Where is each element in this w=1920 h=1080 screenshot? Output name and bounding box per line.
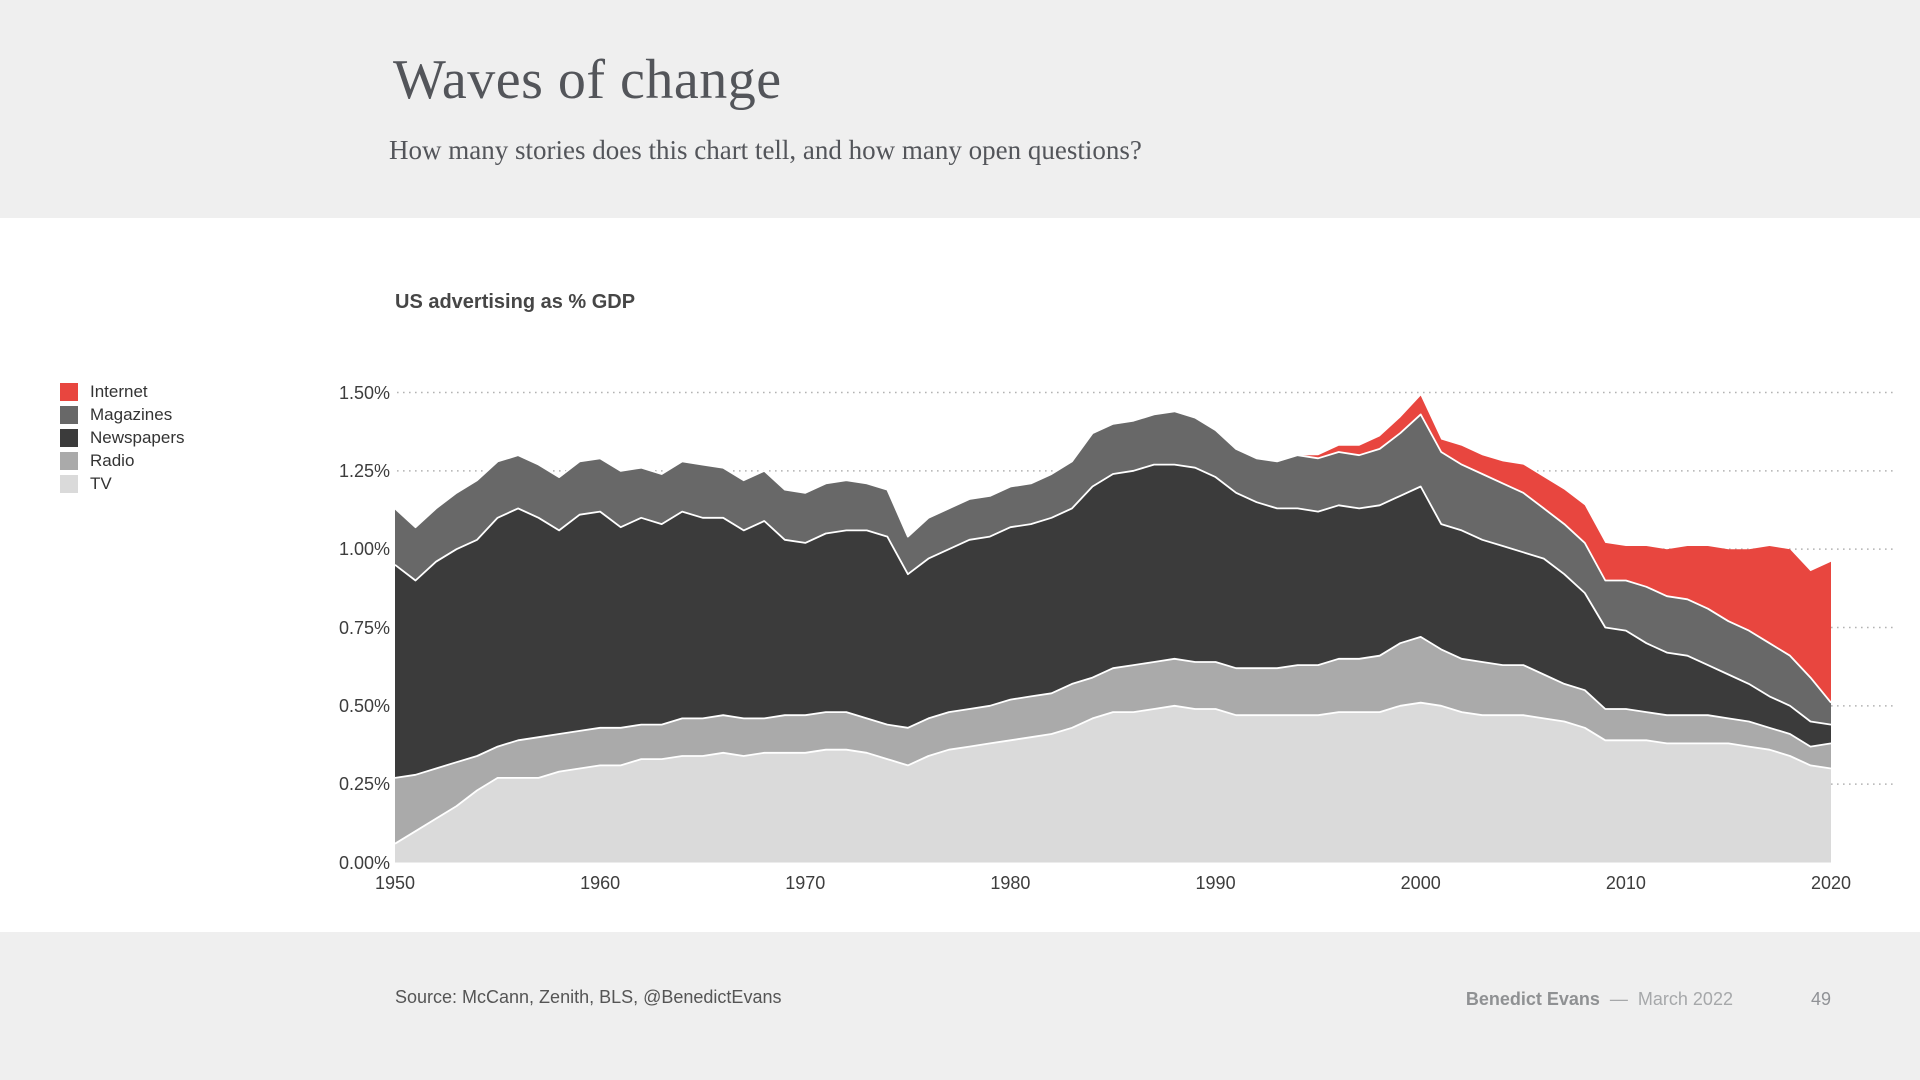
- legend-swatch-radio: [60, 452, 78, 470]
- area-tv: [395, 702, 1831, 863]
- x-axis-label-1980: 1980: [990, 873, 1031, 893]
- legend-label-newspapers: Newspapers: [90, 428, 185, 447]
- page-number: 49: [1810, 989, 1831, 1009]
- legend-item-newspapers: Newspapers: [60, 429, 185, 447]
- y-axis-label-1.50%: 1.50%: [338, 382, 390, 403]
- footer-date: March 2022: [1637, 989, 1733, 1009]
- legend-swatch-newspapers: [60, 429, 78, 447]
- footer-separator: —: [1609, 989, 1628, 1009]
- boundary-magazines: [394, 410, 1832, 704]
- boundary-tv: [394, 701, 1832, 845]
- y-axis-label-0.00%: 0.00%: [338, 852, 390, 873]
- legend-item-internet: Internet: [60, 383, 185, 401]
- legend-label-magazines: Magazines: [90, 405, 173, 424]
- y-axis-label-1.25%: 1.25%: [338, 460, 390, 481]
- legend-item-magazines: Magazines: [60, 406, 185, 424]
- legend-swatch-magazines: [60, 406, 78, 424]
- legend-label-tv: TV: [90, 474, 112, 493]
- legend-label-radio: Radio: [90, 451, 135, 470]
- footer-author: Benedict Evans: [1465, 989, 1600, 1009]
- chart-legend: Internet Magazines Newspapers Radio TV: [60, 383, 185, 498]
- x-axis-label-1990: 1990: [1195, 873, 1236, 893]
- x-axis-label-2000: 2000: [1400, 873, 1441, 893]
- area-radio: [395, 636, 1831, 844]
- legend-swatch-tv: [60, 475, 78, 493]
- x-axis-label-1970: 1970: [785, 873, 826, 893]
- x-axis-label-1950: 1950: [374, 873, 416, 893]
- source-note: Source: McCann, Zenith, BLS, @BenedictEv…: [395, 987, 782, 1007]
- area-newspapers: [395, 464, 1831, 778]
- legend-label-internet: Internet: [90, 382, 148, 401]
- slide-subtitle: How many stories does this chart tell, a…: [389, 135, 1142, 165]
- header-band: [0, 0, 1920, 218]
- y-axis-label-0.75%: 0.75%: [338, 617, 390, 638]
- x-axis-label-2020: 2020: [1810, 873, 1852, 893]
- y-axis-label-0.25%: 0.25%: [338, 774, 390, 795]
- legend-swatch-internet: [60, 383, 78, 401]
- slide-title: Waves of change: [393, 49, 782, 111]
- x-axis-label-1960: 1960: [580, 873, 621, 893]
- boundary-newspapers: [394, 463, 1832, 726]
- footer-band: [0, 932, 1920, 1080]
- legend-item-radio: Radio: [60, 452, 185, 470]
- y-axis-label-1.00%: 1.00%: [338, 539, 390, 560]
- x-axis-label-2010: 2010: [1605, 873, 1646, 893]
- legend-item-tv: TV: [60, 475, 185, 493]
- footer-credit: Benedict Evans — March 2022 49: [1466, 988, 1831, 1010]
- area-magazines: [395, 411, 1831, 725]
- y-axis-label-0.50%: 0.50%: [338, 695, 390, 716]
- boundary-radio: [394, 636, 1832, 779]
- chart-title: US advertising as % GDP: [395, 291, 636, 313]
